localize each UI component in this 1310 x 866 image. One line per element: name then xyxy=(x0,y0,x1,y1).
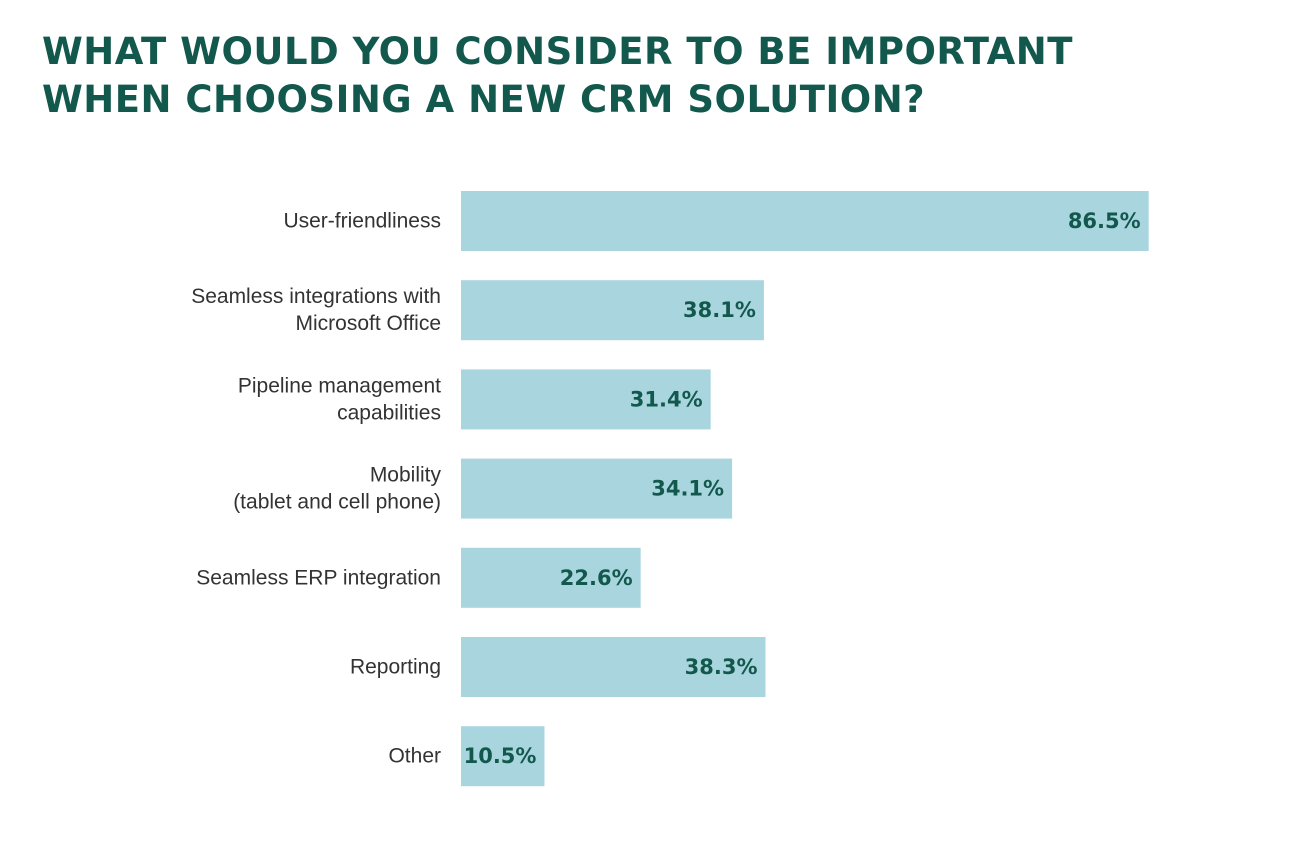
category-label: Seamless ERP integration xyxy=(196,566,441,589)
category-label-line: Seamless ERP integration xyxy=(196,566,441,589)
category-label-line: Reporting xyxy=(350,656,441,679)
category-label-line: Seamless integrations with xyxy=(191,285,441,308)
category-label-line: User-friendliness xyxy=(283,210,441,233)
bar-value-label: 10.5% xyxy=(464,744,537,768)
category-label: Reporting xyxy=(350,656,441,679)
bar xyxy=(461,726,545,787)
category-label: Pipeline management capabilities xyxy=(238,374,441,424)
bar-value-label: 31.4% xyxy=(630,387,703,411)
bar-value-label: 38.1% xyxy=(683,298,756,322)
category-label-line: Mobility xyxy=(370,464,442,487)
bar xyxy=(461,369,711,430)
chart-title: WHAT WOULD YOU CONSIDER TO BE IMPORTANT … xyxy=(42,28,1242,124)
category-label: User-friendliness xyxy=(283,210,441,233)
chart-title-line-1: WHAT WOULD YOU CONSIDER TO BE IMPORTANT xyxy=(42,30,1073,73)
bar xyxy=(461,637,766,697)
bar-value-label: 22.6% xyxy=(560,566,633,590)
chart-title-line-2: WHEN CHOOSING A NEW CRM SOLUTION? xyxy=(42,78,926,121)
category-label-line: (tablet and cell phone) xyxy=(233,491,441,514)
category-label-line: Other xyxy=(388,745,441,768)
category-label-line: Microsoft Office xyxy=(296,312,441,335)
bar-value-label: 34.1% xyxy=(651,477,724,501)
bar xyxy=(461,191,1149,251)
category-label: Seamless integrations with Microsoft Offi… xyxy=(191,285,441,335)
bar xyxy=(461,547,641,608)
category-label-line: Pipeline management xyxy=(238,374,441,397)
category-label: Other xyxy=(388,745,441,768)
bar-value-label: 38.3% xyxy=(685,655,758,679)
category-label: Mobility (tablet and cell phone) xyxy=(233,464,441,514)
category-label-line: capabilities xyxy=(337,401,441,424)
bar-value-label: 86.5% xyxy=(1068,209,1141,233)
bar xyxy=(461,280,764,341)
bar xyxy=(461,458,733,519)
